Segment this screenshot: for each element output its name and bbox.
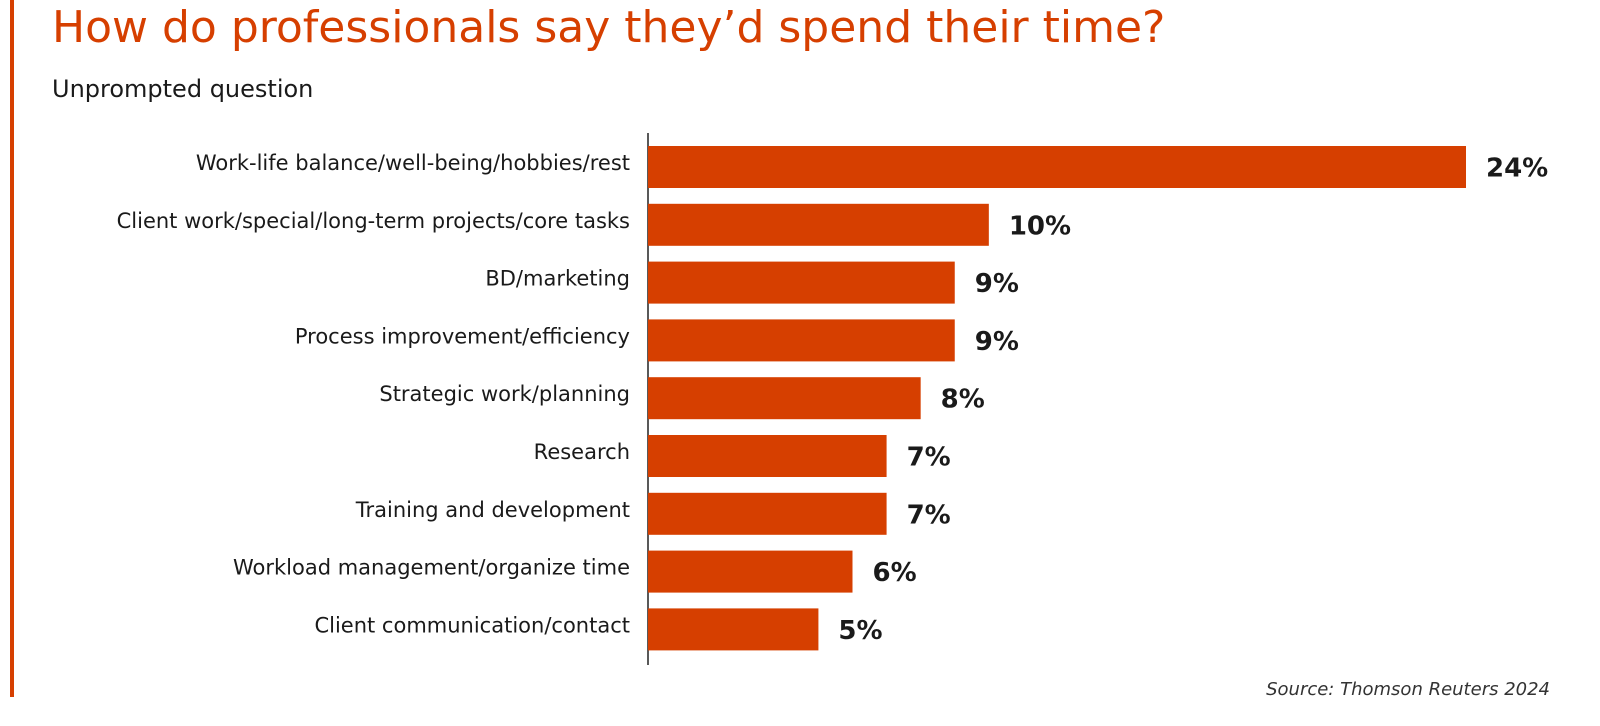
- bar: [648, 492, 887, 535]
- category-label: Work-life balance/well-being/hobbies/res…: [196, 151, 630, 175]
- bar: [648, 146, 1466, 188]
- category-label: Training and development: [355, 498, 630, 522]
- chart-title: How do professionals say they’d spend th…: [52, 2, 1165, 53]
- bar: [648, 377, 921, 420]
- value-label: 8%: [941, 385, 985, 415]
- category-label: Strategic work/planning: [379, 382, 630, 406]
- value-label: 24%: [1486, 154, 1548, 184]
- category-label: Client communication/contact: [314, 613, 630, 637]
- value-label: 6%: [873, 558, 917, 588]
- source: Source: Thomson Reuters 2024: [1266, 679, 1550, 700]
- bar: [648, 261, 955, 304]
- value-label: 9%: [975, 269, 1019, 299]
- value-label: 9%: [975, 327, 1019, 357]
- bar: [648, 550, 853, 593]
- category-label: Process improvement/efficiency: [295, 324, 630, 348]
- value-label: 7%: [907, 500, 951, 530]
- chart-subtitle: Unprompted question: [52, 75, 313, 103]
- category-label: Workload management/organize time: [233, 556, 630, 580]
- category-label: Client work/special/long-term projects/c…: [117, 209, 630, 233]
- bar: [648, 608, 819, 651]
- value-label: 7%: [907, 443, 951, 473]
- category-label: BD/marketing: [485, 267, 630, 291]
- bar: [648, 203, 989, 246]
- value-label: 10%: [1009, 211, 1071, 241]
- category-label: Research: [534, 440, 630, 464]
- value-label: 5%: [838, 616, 882, 646]
- bar: [648, 435, 887, 477]
- bar: [648, 319, 955, 362]
